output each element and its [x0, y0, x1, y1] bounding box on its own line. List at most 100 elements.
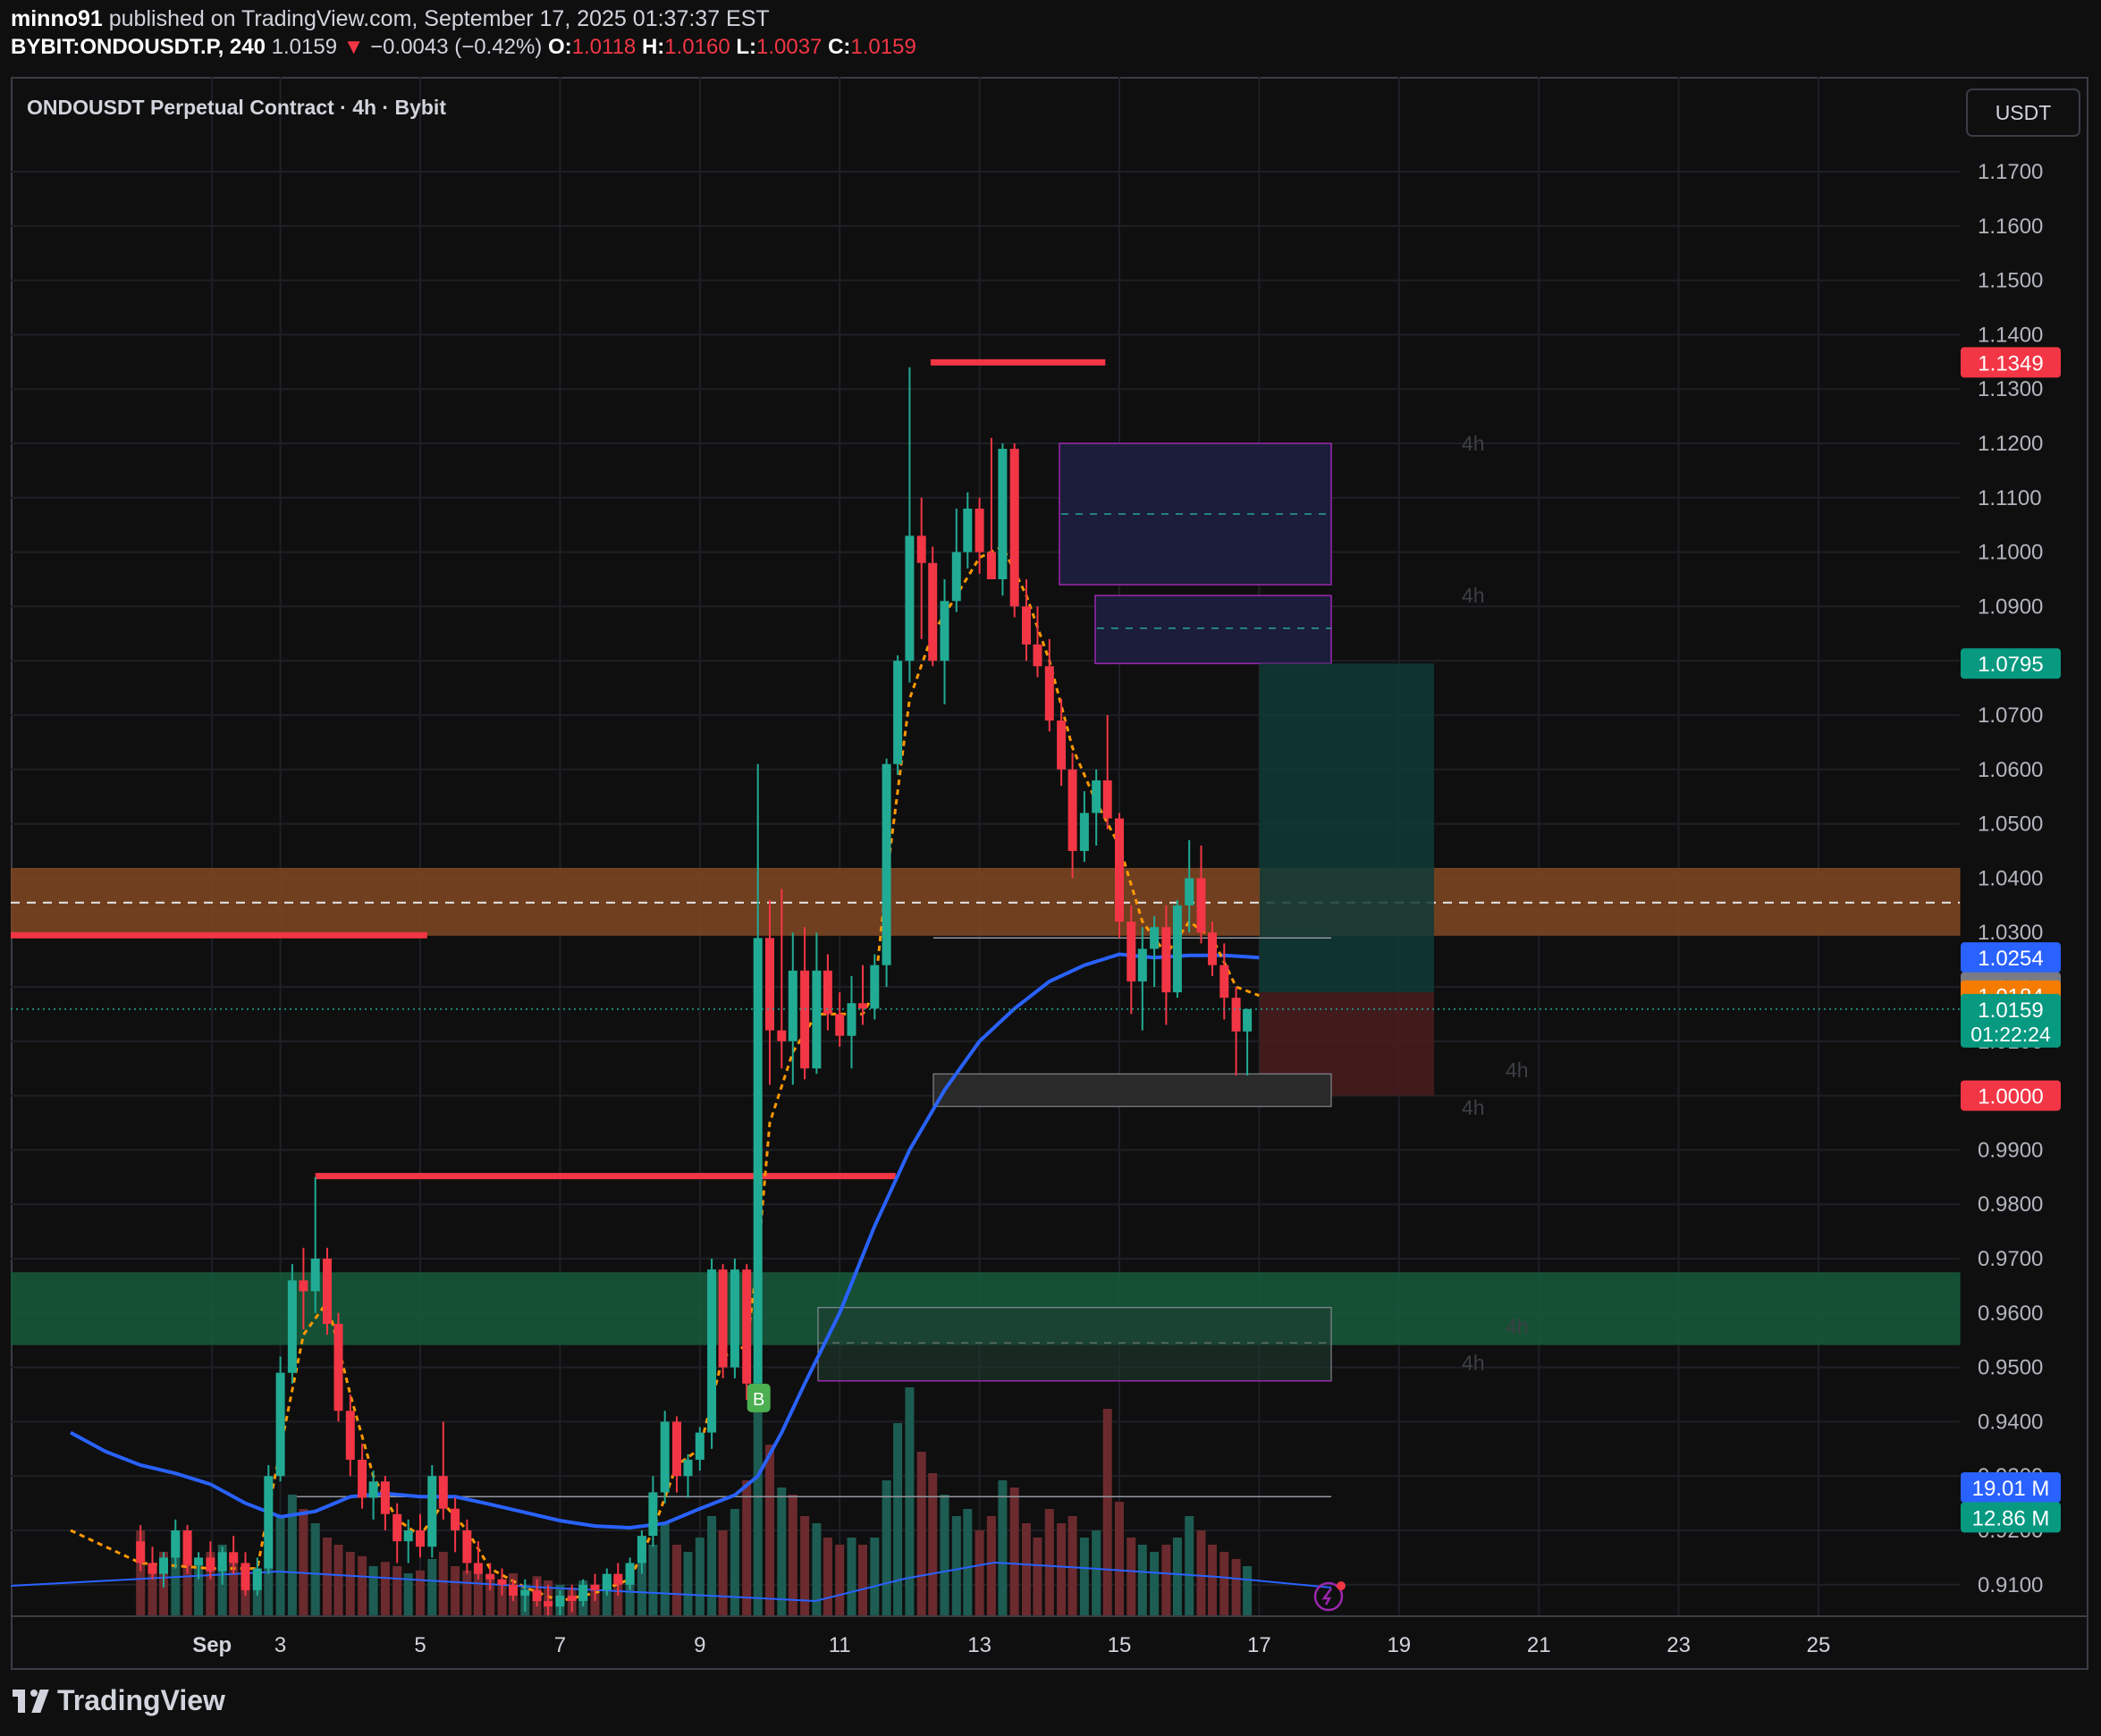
- price-badges-layer: 1.13491.07951.02541.01991.01841.015901:2…: [1961, 347, 2061, 1533]
- volume-bar: [264, 1538, 274, 1616]
- candle-body: [497, 1579, 507, 1585]
- volume-bar: [1102, 1409, 1112, 1616]
- price-badge: [1961, 648, 2061, 679]
- candle-body: [427, 1476, 437, 1547]
- y-tick-label: 1.0700: [1978, 704, 2043, 728]
- candle-body: [148, 1563, 157, 1574]
- candle-body: [1231, 998, 1241, 1032]
- volume-bar: [1172, 1538, 1182, 1616]
- candle-body: [1161, 927, 1171, 993]
- candle-body: [520, 1589, 530, 1596]
- publish-info: published on TradingView.com, September …: [108, 6, 770, 31]
- volume-bar: [613, 1580, 623, 1616]
- price-badge-label: 1.0795: [1978, 653, 2043, 677]
- candle-body: [299, 1280, 308, 1292]
- brand-name: TradingView: [57, 1684, 225, 1716]
- volume-bar: [928, 1473, 938, 1616]
- volume-bar: [322, 1538, 332, 1616]
- candle-body: [567, 1595, 577, 1602]
- candle-body: [229, 1552, 239, 1563]
- price-badge-label: 1.0000: [1978, 1085, 2043, 1109]
- volume-bar: [998, 1480, 1008, 1616]
- candle-body: [590, 1584, 600, 1590]
- candle-body: [438, 1476, 448, 1509]
- y-tick-label: 1.1700: [1978, 160, 2043, 184]
- volume-bar: [602, 1577, 612, 1616]
- open-label: O:: [547, 35, 572, 59]
- candle-body: [380, 1481, 390, 1514]
- open-value: 1.0118: [571, 35, 637, 59]
- price-badge: [1961, 1080, 2061, 1111]
- volume-bar: [403, 1573, 413, 1616]
- candle-body: [159, 1557, 169, 1574]
- volume-bar: [671, 1545, 681, 1616]
- chart-title: ONDOUSDT Perpetual Contract · 4h · Bybit: [27, 96, 446, 119]
- candle-body: [451, 1508, 460, 1530]
- candle-body: [998, 449, 1008, 579]
- volume-bar: [136, 1530, 146, 1616]
- volume-bar: [905, 1387, 915, 1616]
- candle-body: [625, 1563, 635, 1585]
- volume-bar: [893, 1423, 903, 1616]
- drawings-layer: 4h 4h 4h 4h 4h 4h: [11, 358, 1529, 1498]
- author-name[interactable]: minno91: [11, 6, 103, 31]
- y-tick-label: 1.0600: [1978, 758, 2043, 782]
- volume-bar: [1079, 1538, 1089, 1616]
- volume-bar: [648, 1545, 658, 1616]
- grid-layer: [11, 77, 1960, 1616]
- x-tick-label: 7: [554, 1633, 566, 1657]
- x-tick-label: 15: [1108, 1633, 1132, 1657]
- price-chart[interactable]: 4h 4h 4h 4h 4h 4h B 1.1700 1.1600 1.1500 1.1400 1…: [11, 77, 2088, 1670]
- price-badge-label: 1.0159: [1978, 999, 2043, 1023]
- volume-bar: [835, 1545, 845, 1616]
- x-tick-label: 23: [1666, 1633, 1691, 1657]
- y-tick-label: 1.0900: [1978, 594, 2043, 619]
- candle-body: [928, 562, 938, 662]
- volume-bar: [206, 1552, 215, 1616]
- volume-bar: [1231, 1559, 1241, 1616]
- volume-bar: [963, 1509, 973, 1616]
- volume-bar: [380, 1562, 390, 1616]
- candle-body: [823, 970, 832, 1015]
- candle-body: [660, 1421, 670, 1493]
- volume-bar: [882, 1480, 891, 1616]
- volume-ma-line: [11, 1561, 1332, 1603]
- volume-bar: [730, 1509, 739, 1616]
- volume-bar: [683, 1552, 693, 1616]
- candle-body: [403, 1530, 413, 1542]
- volume-bar: [742, 1480, 752, 1616]
- volume-bar: [1057, 1523, 1067, 1616]
- candle-body: [217, 1552, 227, 1572]
- y-tick-label: 0.9400: [1978, 1410, 2043, 1434]
- volume-bar: [287, 1495, 297, 1616]
- candle-body: [416, 1530, 425, 1547]
- candle-body: [683, 1459, 693, 1477]
- price-badge: [1961, 347, 2061, 378]
- volume-bar: [451, 1566, 460, 1616]
- moving-averages-layer: [11, 544, 1332, 1603]
- x-tick-label: 5: [414, 1633, 426, 1657]
- y-tick-label: 1.0300: [1978, 921, 2043, 945]
- candle-body: [730, 1269, 739, 1368]
- alert-dot: [1337, 1581, 1346, 1590]
- candle-body: [986, 552, 996, 579]
- currency-button[interactable]: USDT: [1966, 88, 2080, 137]
- footer-brand[interactable]: TradingView: [13, 1684, 225, 1717]
- candle-body: [473, 1563, 483, 1574]
- volume-bar: [695, 1538, 705, 1616]
- candle-body: [916, 535, 926, 563]
- candle-body: [206, 1557, 215, 1572]
- volume-bar: [416, 1570, 425, 1616]
- candle-body: [1092, 780, 1101, 813]
- volume-bar: [438, 1552, 448, 1616]
- y-tick-label: 1.1500: [1978, 269, 2043, 293]
- candle-body: [240, 1563, 250, 1590]
- volume-bar: [812, 1523, 822, 1616]
- volume-bar: [777, 1487, 787, 1616]
- ma-blue-line: [70, 952, 1260, 1530]
- close-label: C:: [828, 35, 851, 59]
- volume-bar: [229, 1555, 239, 1616]
- candle-body: [1021, 606, 1031, 645]
- candle-body: [812, 970, 822, 1069]
- x-tick-label: 11: [829, 1633, 851, 1657]
